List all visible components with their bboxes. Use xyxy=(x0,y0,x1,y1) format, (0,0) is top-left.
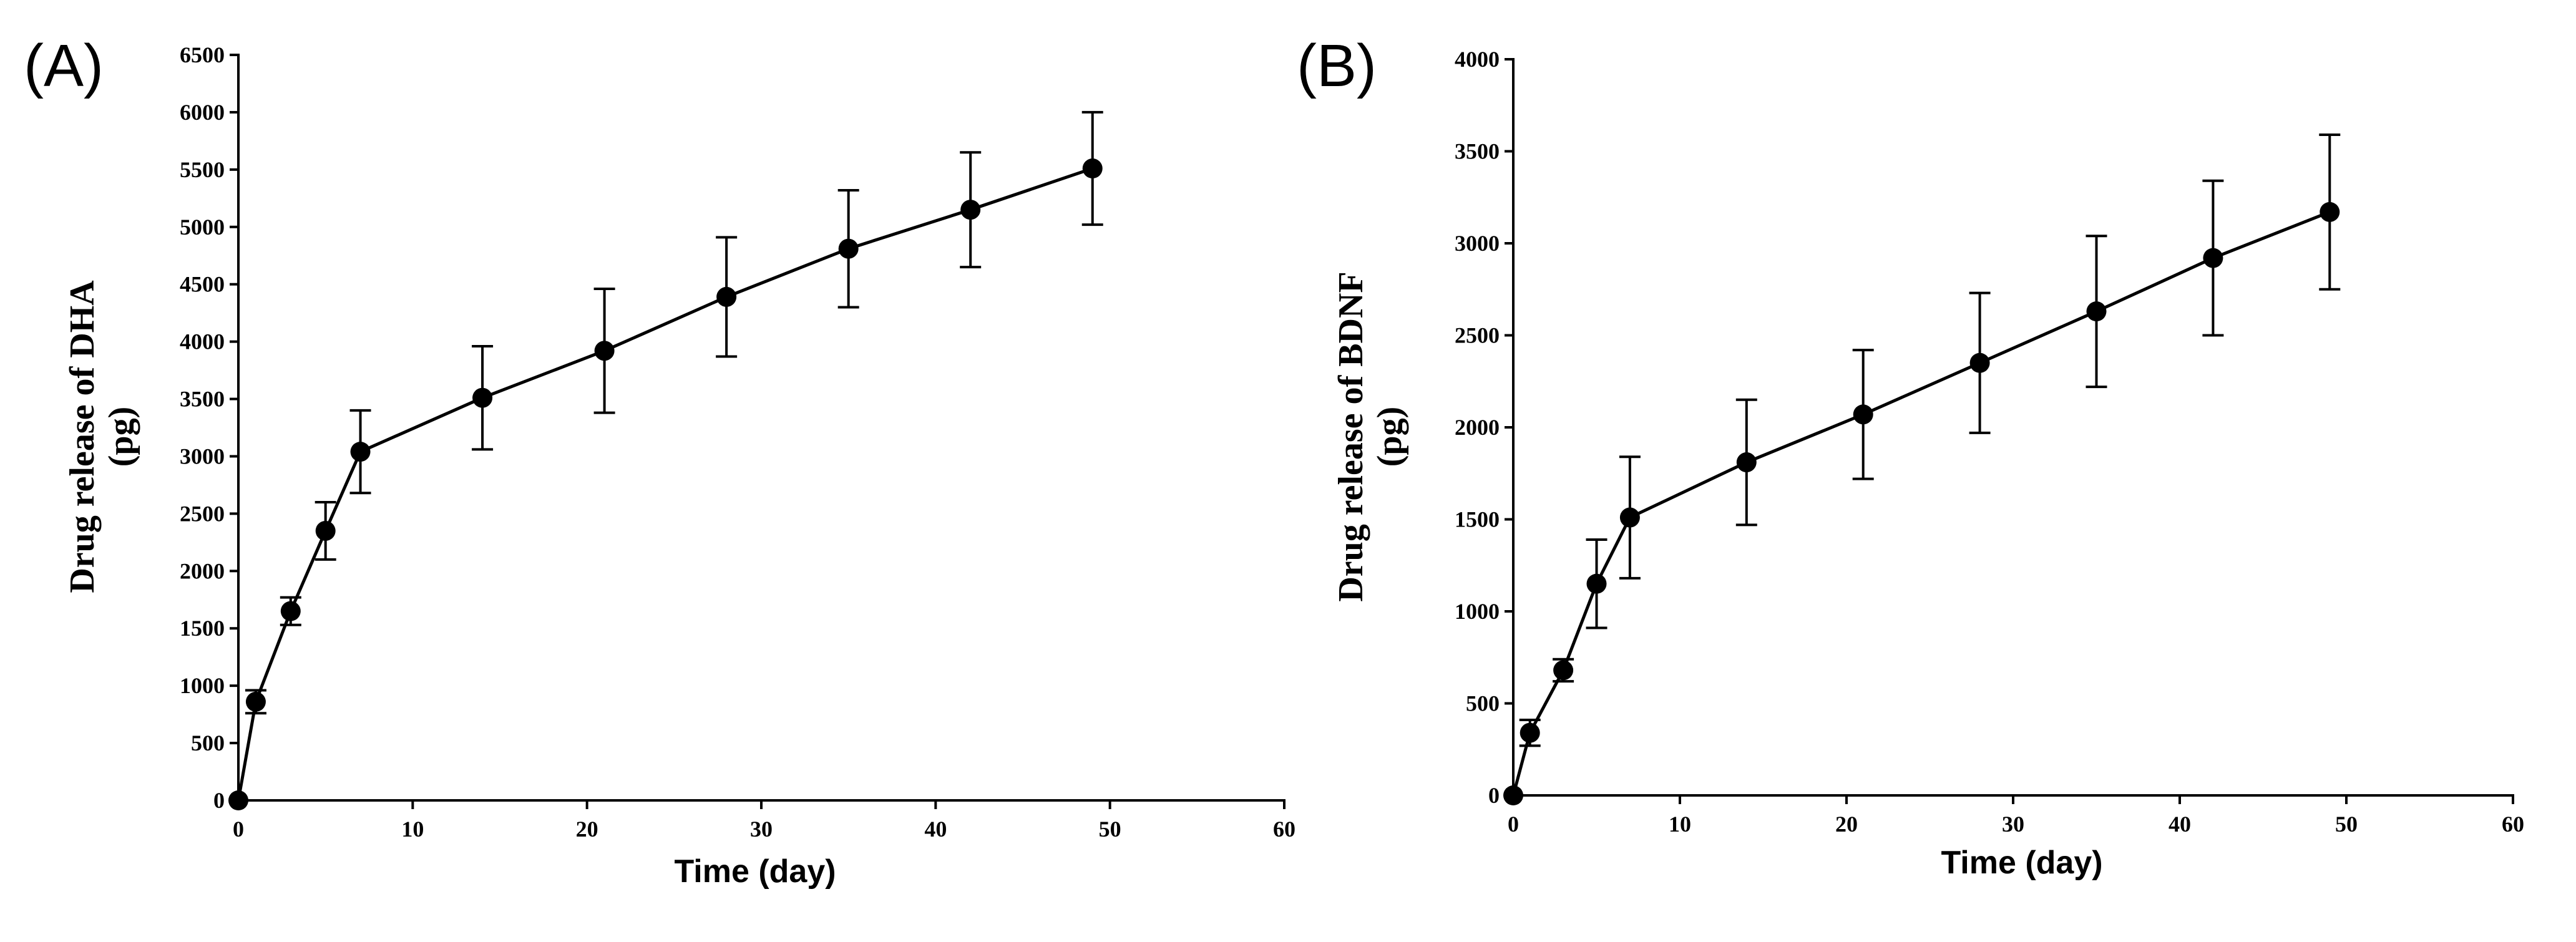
y-tick-label: 500 xyxy=(191,731,225,755)
x-axis-label: Time (day) xyxy=(674,853,836,890)
x-tick-label: 10 xyxy=(1669,812,1691,837)
data-point xyxy=(1969,352,1990,373)
y-tick-label: 2000 xyxy=(1455,415,1500,440)
x-tick-label: 20 xyxy=(576,817,598,842)
y-axis-label: Drug release of BDNF(pg) xyxy=(1332,271,1409,601)
y-tick-label: 500 xyxy=(1466,691,1500,716)
data-point xyxy=(1082,158,1103,179)
y-tick-label: 2500 xyxy=(1455,323,1500,348)
data-point xyxy=(228,790,248,810)
data-point xyxy=(280,601,301,621)
data-point xyxy=(2320,202,2340,222)
y-axis-label-line: (pg) xyxy=(102,407,140,467)
data-point xyxy=(960,200,981,220)
data-point xyxy=(472,387,493,408)
x-tick-label: 60 xyxy=(2502,812,2524,837)
data-point xyxy=(1853,404,1873,425)
y-tick-label: 2000 xyxy=(180,558,225,583)
y-tick-label: 1500 xyxy=(1455,507,1500,532)
data-point xyxy=(838,238,859,259)
data-point xyxy=(594,341,615,361)
data-point xyxy=(350,442,371,462)
x-tick-label: 30 xyxy=(2002,812,2024,837)
y-tick-label: 4500 xyxy=(180,272,225,297)
data-point xyxy=(315,520,336,541)
panel-label: (B) xyxy=(1297,32,1377,99)
x-tick-label: 30 xyxy=(750,817,773,842)
y-tick-label: 6000 xyxy=(180,100,225,125)
data-point xyxy=(1736,452,1757,473)
data-point xyxy=(1586,573,1607,594)
x-tick-label: 50 xyxy=(1099,817,1121,842)
y-tick-label: 4000 xyxy=(1455,47,1500,72)
y-tick-label: 0 xyxy=(213,788,225,813)
y-tick-label: 1000 xyxy=(1455,599,1500,624)
y-tick-label: 3000 xyxy=(180,444,225,469)
y-tick-label: 5000 xyxy=(180,215,225,240)
y-tick-label: 3500 xyxy=(1455,139,1500,164)
x-tick-label: 60 xyxy=(1273,817,1295,842)
x-tick-label: 40 xyxy=(924,817,947,842)
data-point xyxy=(1553,660,1574,681)
y-tick-label: 0 xyxy=(1488,783,1500,808)
y-axis-label-line: (pg) xyxy=(1370,407,1409,467)
x-tick-label: 50 xyxy=(2335,812,2358,837)
panel-label: (A) xyxy=(24,32,104,99)
x-tick-label: 20 xyxy=(1835,812,1858,837)
x-tick-label: 40 xyxy=(2169,812,2191,837)
y-tick-label: 5500 xyxy=(180,157,225,182)
y-tick-label: 3000 xyxy=(1455,231,1500,256)
y-tick-label: 3500 xyxy=(180,387,225,412)
y-axis-label-line: Drug release of BDNF xyxy=(1332,271,1370,601)
data-point xyxy=(716,286,737,307)
data-point xyxy=(2086,301,2107,322)
data-point xyxy=(245,691,266,712)
x-tick-label: 10 xyxy=(401,817,424,842)
data-point xyxy=(1503,785,1523,805)
y-axis-label-line: Drug release of DHA xyxy=(63,280,102,593)
x-tick-label: 0 xyxy=(1508,812,1519,837)
y-tick-label: 1000 xyxy=(180,673,225,698)
data-point xyxy=(1619,507,1640,528)
x-axis-label: Time (day) xyxy=(1941,845,2102,881)
y-tick-label: 2500 xyxy=(180,501,225,526)
data-point xyxy=(1520,722,1540,743)
y-tick-label: 6500 xyxy=(180,42,225,67)
y-tick-label: 4000 xyxy=(180,329,225,354)
y-tick-label: 1500 xyxy=(180,616,225,641)
chart-panel-b: (B) 0 500 1000 1500 2000 2500 3000 3500 4000 0 10 20… xyxy=(1297,32,2524,881)
data-point xyxy=(2203,248,2223,268)
x-tick-label: 0 xyxy=(233,817,244,842)
chart-panel-a: (A)0500100015002000250030003500400045005… xyxy=(24,32,1295,890)
y-axis-label: Drug release of DHA(pg) xyxy=(63,280,140,593)
